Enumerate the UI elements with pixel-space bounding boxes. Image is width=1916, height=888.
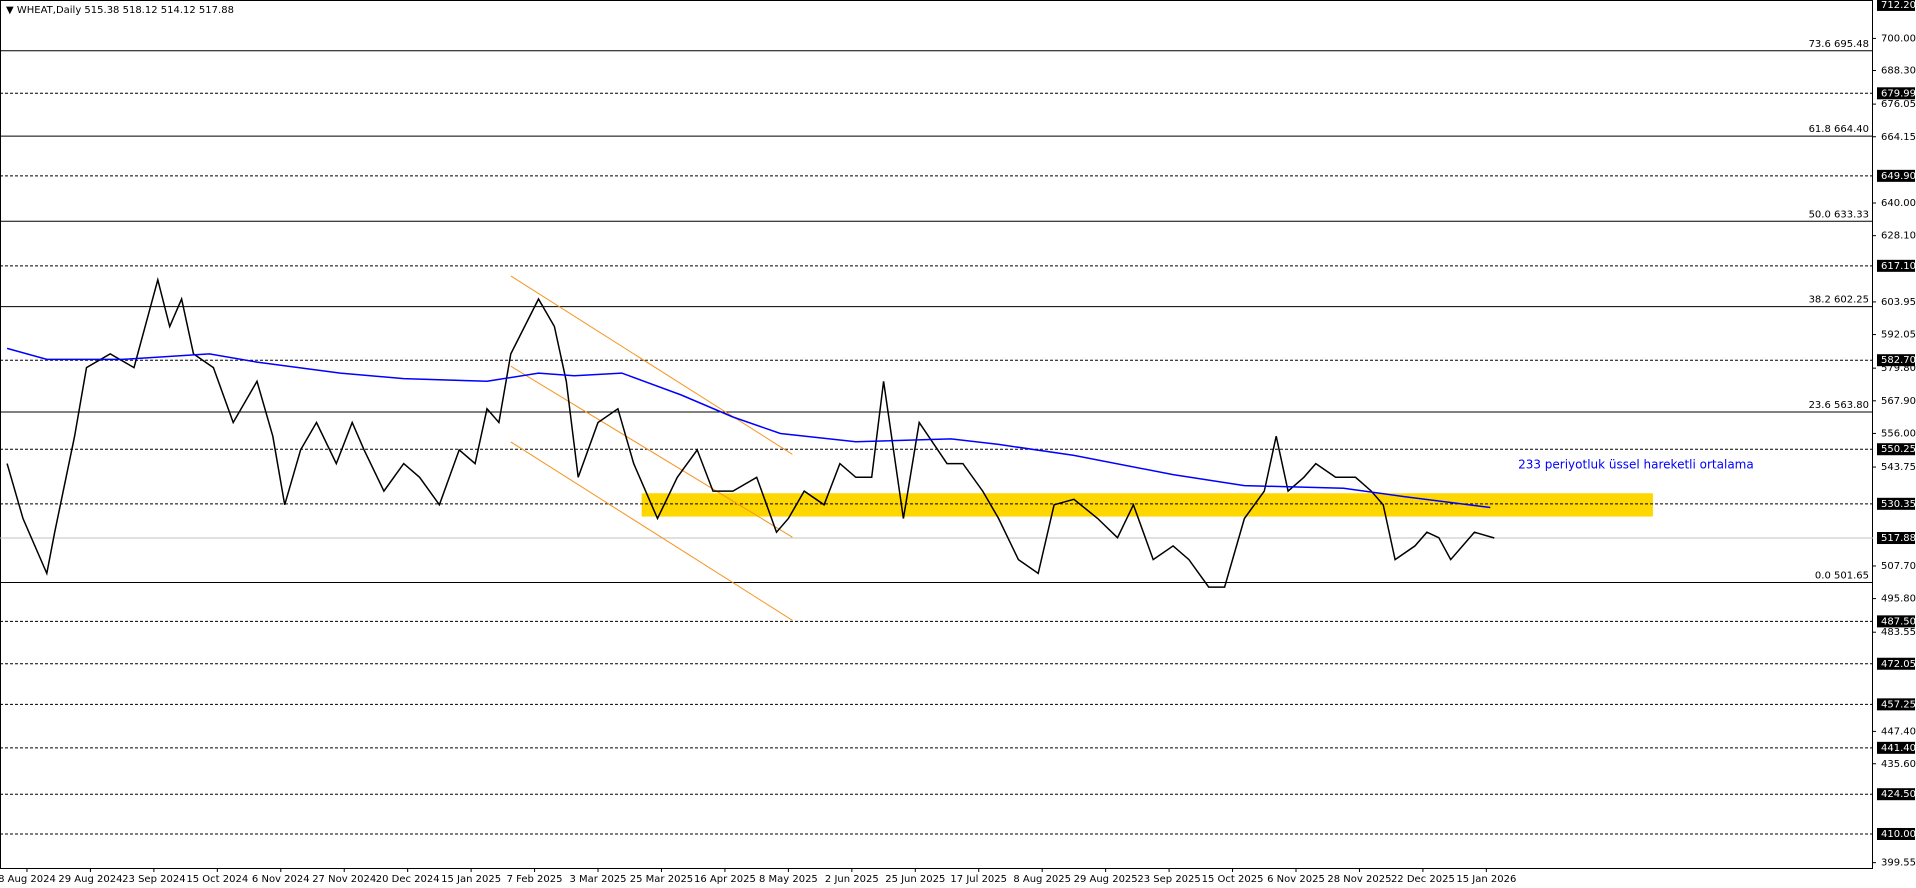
level-label-box bbox=[1877, 698, 1915, 711]
level-label-box bbox=[1877, 497, 1915, 510]
trend-line bbox=[510, 441, 793, 621]
x-tick-label: 20 Dec 2024 bbox=[376, 874, 440, 885]
x-tick-label: 17 Jul 2025 bbox=[950, 874, 1007, 885]
fib-label: 38.2 602.25 bbox=[1809, 295, 1869, 306]
x-tick-label: 8 Aug 2025 bbox=[1013, 874, 1071, 885]
x-tick-label: 15 Oct 2024 bbox=[186, 874, 248, 885]
price-label: 517.88 bbox=[1881, 533, 1916, 544]
y-label-box bbox=[1877, 0, 1915, 11]
y-tick-label: 567.90 bbox=[1881, 396, 1916, 407]
x-tick-label: 15 Jan 2025 bbox=[441, 874, 501, 885]
y-tick-label: 579.80 bbox=[1881, 363, 1916, 374]
level-label-box bbox=[1877, 443, 1915, 456]
x-tick-label: 8 May 2025 bbox=[759, 874, 818, 885]
x-tick-label: 6 Nov 2025 bbox=[1267, 874, 1325, 885]
level-label-box bbox=[1877, 741, 1915, 754]
level-label-box bbox=[1877, 827, 1915, 840]
level-label-box bbox=[1877, 354, 1915, 367]
y-tick-label: 664.15 bbox=[1881, 132, 1916, 143]
x-tick-label: 27 Nov 2024 bbox=[312, 874, 376, 885]
x-tick-label: 22 Dec 2025 bbox=[1391, 874, 1455, 885]
level-label: 457.25 bbox=[1881, 699, 1916, 710]
x-tick-label: 2 Jun 2025 bbox=[825, 874, 879, 885]
y-tick-label: 676.05 bbox=[1881, 99, 1916, 110]
x-tick-label: 23 Sep 2025 bbox=[1137, 874, 1200, 885]
x-tick-label: 25 Mar 2025 bbox=[630, 874, 693, 885]
fib-label: 23.6 563.80 bbox=[1809, 400, 1869, 411]
y-tick-label: 447.40 bbox=[1881, 726, 1916, 737]
level-label: 679.99 bbox=[1881, 88, 1916, 99]
y-tick-label: 507.70 bbox=[1881, 561, 1916, 572]
level-label: 472.05 bbox=[1881, 659, 1916, 670]
fib-label: 61.8 664.40 bbox=[1809, 124, 1869, 135]
level-label: 530.35 bbox=[1881, 499, 1916, 510]
x-tick-label: 29 Aug 2024 bbox=[58, 874, 122, 885]
level-label-box bbox=[1877, 259, 1915, 272]
support-zone bbox=[641, 493, 1653, 517]
x-tick-label: 23 Sep 2024 bbox=[122, 874, 185, 885]
y-tick-label: 495.80 bbox=[1881, 594, 1916, 605]
y-tick-label: 700.00 bbox=[1881, 33, 1916, 44]
y-tick-label: 435.60 bbox=[1881, 759, 1916, 770]
fib-label: 73.6 695.48 bbox=[1809, 39, 1869, 50]
level-label: 410.00 bbox=[1881, 829, 1916, 840]
y-tick-label: 628.10 bbox=[1881, 231, 1916, 242]
level-label-box bbox=[1877, 169, 1915, 182]
level-label-box bbox=[1877, 87, 1915, 100]
trend-line bbox=[510, 275, 793, 455]
level-label: 550.25 bbox=[1881, 444, 1916, 455]
y-tick-label: 483.55 bbox=[1881, 627, 1916, 638]
x-tick-label: 7 Feb 2025 bbox=[507, 874, 563, 885]
level-label-box bbox=[1877, 788, 1915, 801]
level-label: 617.10 bbox=[1881, 261, 1916, 272]
y-tick-label: 712.20 bbox=[1881, 0, 1916, 11]
x-tick-label: 28 Nov 2025 bbox=[1327, 874, 1391, 885]
x-tick-label: 15 Oct 2025 bbox=[1202, 874, 1264, 885]
x-tick-label: 6 Nov 2024 bbox=[252, 874, 310, 885]
chart-title: ▼ WHEAT,Daily 515.38 518.12 514.12 517.8… bbox=[6, 5, 234, 16]
x-tick-label: 3 Mar 2025 bbox=[570, 874, 627, 885]
y-tick-label: 688.30 bbox=[1881, 66, 1916, 77]
y-tick-label: 399.55 bbox=[1881, 858, 1916, 869]
x-tick-label: 29 Aug 2025 bbox=[1074, 874, 1138, 885]
y-tick-label: 556.00 bbox=[1881, 428, 1916, 439]
x-tick-label: 8 Aug 2024 bbox=[0, 874, 56, 885]
level-label-box bbox=[1877, 657, 1915, 670]
level-label: 487.50 bbox=[1881, 616, 1916, 627]
level-label: 424.50 bbox=[1881, 789, 1916, 800]
fib-label: 50.0 633.33 bbox=[1809, 209, 1869, 220]
fib-label: 0.0 501.65 bbox=[1815, 571, 1869, 582]
y-tick-label: 640.00 bbox=[1881, 198, 1916, 209]
price-series bbox=[6, 347, 1491, 509]
x-tick-label: 15 Jan 2026 bbox=[1456, 874, 1516, 885]
plot-frame bbox=[0, 0, 1873, 869]
x-tick-label: 25 Jun 2025 bbox=[885, 874, 945, 885]
price-series bbox=[6, 276, 1495, 588]
level-label-box bbox=[1877, 615, 1915, 628]
price-label-box bbox=[1877, 532, 1915, 545]
trend-line bbox=[510, 365, 793, 538]
level-label: 582.70 bbox=[1881, 355, 1916, 366]
y-tick-label: 603.95 bbox=[1881, 297, 1916, 308]
x-tick-label: 16 Apr 2025 bbox=[694, 874, 756, 885]
y-tick-label: 543.75 bbox=[1881, 462, 1916, 473]
annotation: 233 periyotluk üssel hareketli ortalama bbox=[1518, 458, 1754, 472]
y-tick-label: 592.05 bbox=[1881, 330, 1916, 341]
level-label: 441.40 bbox=[1881, 743, 1916, 754]
level-label: 649.90 bbox=[1881, 171, 1916, 182]
